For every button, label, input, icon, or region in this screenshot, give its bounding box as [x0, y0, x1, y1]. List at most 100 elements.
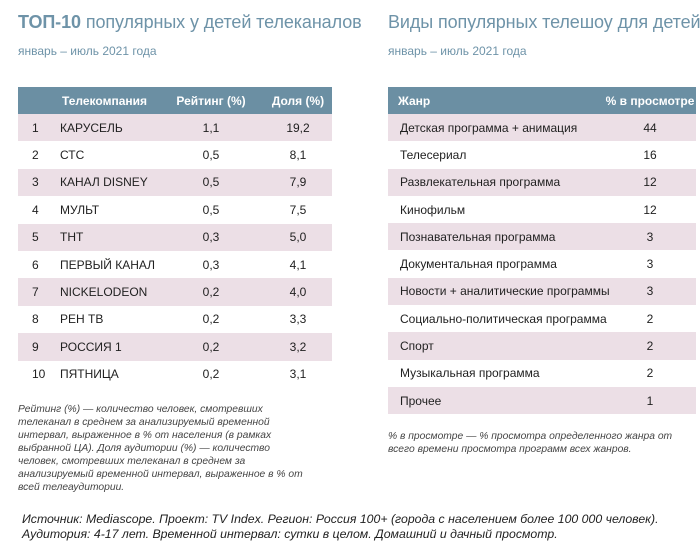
pct-cell: 44: [600, 114, 696, 142]
rank-cell: 2: [18, 141, 52, 169]
genre-cell: Телесериал: [388, 141, 600, 169]
table-row: Социально-политическая программа 2: [388, 305, 696, 333]
table-row: Новости + аналитические программы 3: [388, 277, 696, 306]
channel-name-cell: NICKELODEON: [52, 278, 164, 306]
rank-cell: 4: [18, 196, 52, 224]
pct-cell: 2: [600, 359, 696, 387]
table-row: 5 ТНТ 0,3 5,0: [18, 223, 332, 251]
source-footer: Источник: Mediascope. Проект: TV Index. …: [22, 512, 692, 542]
rating-cell: 1,1: [164, 114, 250, 142]
pct-cell: 3: [600, 223, 696, 251]
rating-cell: 0,5: [164, 168, 250, 197]
share-cell: 4,0: [250, 278, 332, 306]
source-line: Источник: Mediascope. Проект: TV Index. …: [22, 512, 659, 526]
table-row: 9 РОССИЯ 1 0,2 3,2: [18, 333, 332, 361]
rank-cell: 9: [18, 333, 52, 361]
share-cell: 8,1: [250, 141, 332, 169]
table-row: Кинофильм 12: [388, 195, 696, 224]
header-pct: % в просмотре: [600, 87, 696, 114]
genre-cell: Прочее: [388, 386, 600, 415]
genre-cell: Музыкальная программа: [388, 359, 600, 387]
share-cell: 19,2: [250, 114, 332, 142]
rating-share-note: Рейтинг (%) — количество человек, смотре…: [18, 404, 303, 493]
genre-cell: Кинофильм: [388, 195, 600, 224]
rating-cell: 0,3: [164, 250, 250, 279]
pct-note: % в просмотре — % просмотра определенног…: [388, 431, 673, 455]
channel-name-cell: ТНТ: [52, 223, 164, 251]
genre-cell: Новости + аналитические программы: [388, 277, 610, 306]
share-cell: 3,2: [250, 333, 332, 361]
channel-name-cell: РЕН ТВ: [52, 305, 164, 334]
share-cell: 7,5: [250, 196, 332, 224]
pct-cell: 1: [600, 386, 696, 415]
table-row: Развлекательная программа 12: [388, 168, 696, 196]
table-row: 2 СТС 0,5 8,1: [18, 141, 332, 169]
channel-name-cell: КАРУСЕЛЬ: [52, 114, 164, 142]
rating-cell: 0,5: [164, 196, 250, 224]
rating-cell: 0,3: [164, 223, 250, 251]
left-subtitle: январь – июль 2021 года: [18, 44, 157, 58]
channel-name-cell: КАНАЛ DISNEY: [52, 168, 164, 197]
channel-name-cell: ПЕРВЫЙ КАНАЛ: [52, 250, 164, 279]
table-row: 7 NICKELODEON 0,2 4,0: [18, 278, 332, 306]
genre-cell: Развлекательная программа: [388, 168, 600, 196]
pct-cell: 16: [600, 141, 696, 169]
table-row: Детская программа + анимация 44: [388, 114, 696, 142]
rating-cell: 0,2: [164, 360, 250, 388]
genre-cell: Документальная программа: [388, 250, 600, 278]
channel-name-cell: СТС: [52, 141, 164, 169]
audience-line: Аудитория: 4-17 лет. Временной интервал:…: [22, 527, 558, 541]
rank-cell: 1: [18, 114, 52, 142]
table-row: 6 ПЕРВЫЙ КАНАЛ 0,3 4,1: [18, 250, 332, 279]
rank-cell: 7: [18, 278, 52, 306]
table-row: Спорт 2: [388, 332, 696, 360]
rank-cell: 6: [18, 250, 52, 279]
pct-cell: 3: [600, 250, 696, 278]
pct-cell: 12: [600, 195, 696, 224]
channel-name-cell: МУЛЬТ: [52, 196, 164, 224]
channels-table-header: Телекомпания Рейтинг (%) Доля (%): [18, 87, 332, 114]
share-cell: 3,1: [250, 360, 332, 388]
genres-table-header: Жанр % в просмотре: [388, 87, 696, 114]
header-company: Телекомпания: [52, 87, 164, 114]
table-row: Познавательная программа 3: [388, 223, 696, 251]
share-cell: 5,0: [250, 223, 332, 251]
header-share: Доля (%): [250, 87, 332, 114]
pct-cell: 3: [600, 277, 696, 306]
table-row: Прочее 1: [388, 386, 696, 415]
channel-name-cell: ПЯТНИЦА: [52, 360, 164, 388]
header-num: [18, 87, 52, 114]
rank-cell: 10: [18, 360, 52, 388]
channel-name-cell: РОССИЯ 1: [52, 333, 164, 361]
rating-cell: 0,2: [164, 305, 250, 334]
right-title: Виды популярных телешоу для детей: [388, 12, 700, 32]
rank-cell: 5: [18, 223, 52, 251]
table-row: 10 ПЯТНИЦА 0,2 3,1: [18, 360, 332, 388]
rating-cell: 0,5: [164, 141, 250, 169]
share-cell: 3,3: [250, 305, 332, 334]
right-subtitle: январь – июль 2021 года: [388, 44, 527, 58]
rating-cell: 0,2: [164, 278, 250, 306]
pct-cell: 2: [600, 332, 696, 360]
rating-cell: 0,2: [164, 333, 250, 361]
pct-cell: 12: [600, 168, 696, 196]
share-cell: 7,9: [250, 168, 332, 197]
table-row: Документальная программа 3: [388, 250, 696, 278]
genre-cell: Познавательная программа: [388, 223, 600, 251]
table-row: 3 КАНАЛ DISNEY 0,5 7,9: [18, 168, 332, 197]
genre-cell: Детская программа + анимация: [388, 114, 600, 142]
table-row: 8 РЕН ТВ 0,2 3,3: [18, 305, 332, 334]
genres-table: Жанр % в просмотре Детская программа + а…: [388, 87, 696, 415]
header-genre: Жанр: [388, 87, 600, 114]
rank-cell: 8: [18, 305, 52, 334]
table-row: 4 МУЛЬТ 0,5 7,5: [18, 196, 332, 224]
table-row: Телесериал 16: [388, 141, 696, 169]
channels-table: Телекомпания Рейтинг (%) Доля (%) 1 КАРУС…: [18, 87, 332, 388]
header-rating: Рейтинг (%): [164, 87, 250, 114]
table-row: Музыкальная программа 2: [388, 359, 696, 387]
pct-cell: 2: [600, 305, 696, 333]
table-row: 1 КАРУСЕЛЬ 1,1 19,2: [18, 114, 332, 142]
genre-cell: Спорт: [388, 332, 600, 360]
left-title: ТОП-10 популярных у детей телеканалов: [18, 12, 362, 32]
share-cell: 4,1: [250, 250, 332, 279]
